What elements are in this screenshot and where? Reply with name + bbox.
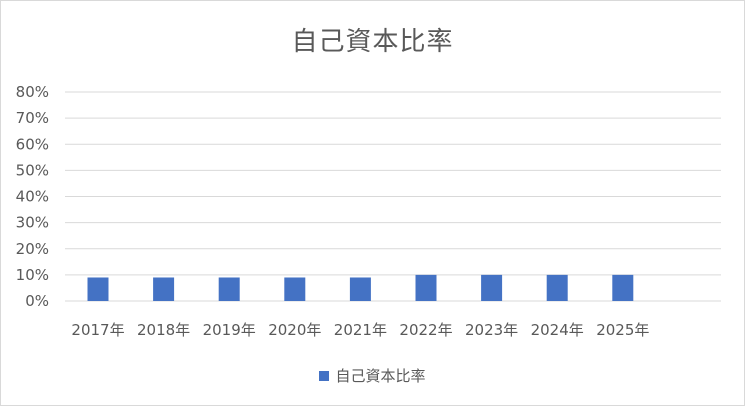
- bar: [218, 277, 240, 301]
- x-tick-label: 2023年: [465, 321, 518, 339]
- bar: [481, 274, 503, 301]
- bar: [284, 277, 306, 301]
- x-tick-label: 2022年: [399, 321, 452, 339]
- y-tick-label: 0%: [25, 292, 49, 310]
- x-axis-ticks: 2017年 2018年 2019年 2020年 2021年 2022年 2023年 2024年…: [71, 321, 649, 339]
- y-tick-label: 10%: [16, 266, 49, 284]
- y-tick-label: 50%: [16, 161, 49, 179]
- x-tick-label: 2021年: [334, 321, 387, 339]
- y-axis-ticks: 0% 10% 20% 30% 40% 50% 60% 70% 80%: [16, 83, 49, 310]
- y-tick-label: 20%: [16, 240, 49, 258]
- legend-swatch: [319, 370, 330, 381]
- bar: [546, 274, 568, 301]
- x-tick-label: 2024年: [531, 321, 584, 339]
- bars: [87, 274, 634, 301]
- x-tick-label: 2017年: [71, 321, 124, 339]
- x-tick-label: 2025年: [596, 321, 649, 339]
- x-tick-label: 2020年: [268, 321, 321, 339]
- y-tick-label: 70%: [16, 109, 49, 127]
- bar: [87, 277, 109, 301]
- x-tick-label: 2018年: [137, 321, 190, 339]
- legend: 自己資本比率: [1, 365, 744, 386]
- chart-title: 自己資本比率: [291, 27, 454, 57]
- y-tick-label: 30%: [16, 214, 49, 232]
- y-tick-label: 40%: [16, 188, 49, 206]
- bar: [415, 274, 437, 301]
- bar: [153, 277, 175, 301]
- x-tick-label: 2019年: [203, 321, 256, 339]
- bar: [349, 277, 371, 301]
- y-tick-label: 80%: [16, 83, 49, 101]
- legend-label: 自己資本比率: [335, 367, 426, 385]
- gridlines: [65, 91, 721, 302]
- y-tick-label: 60%: [16, 135, 49, 153]
- bar: [612, 274, 634, 301]
